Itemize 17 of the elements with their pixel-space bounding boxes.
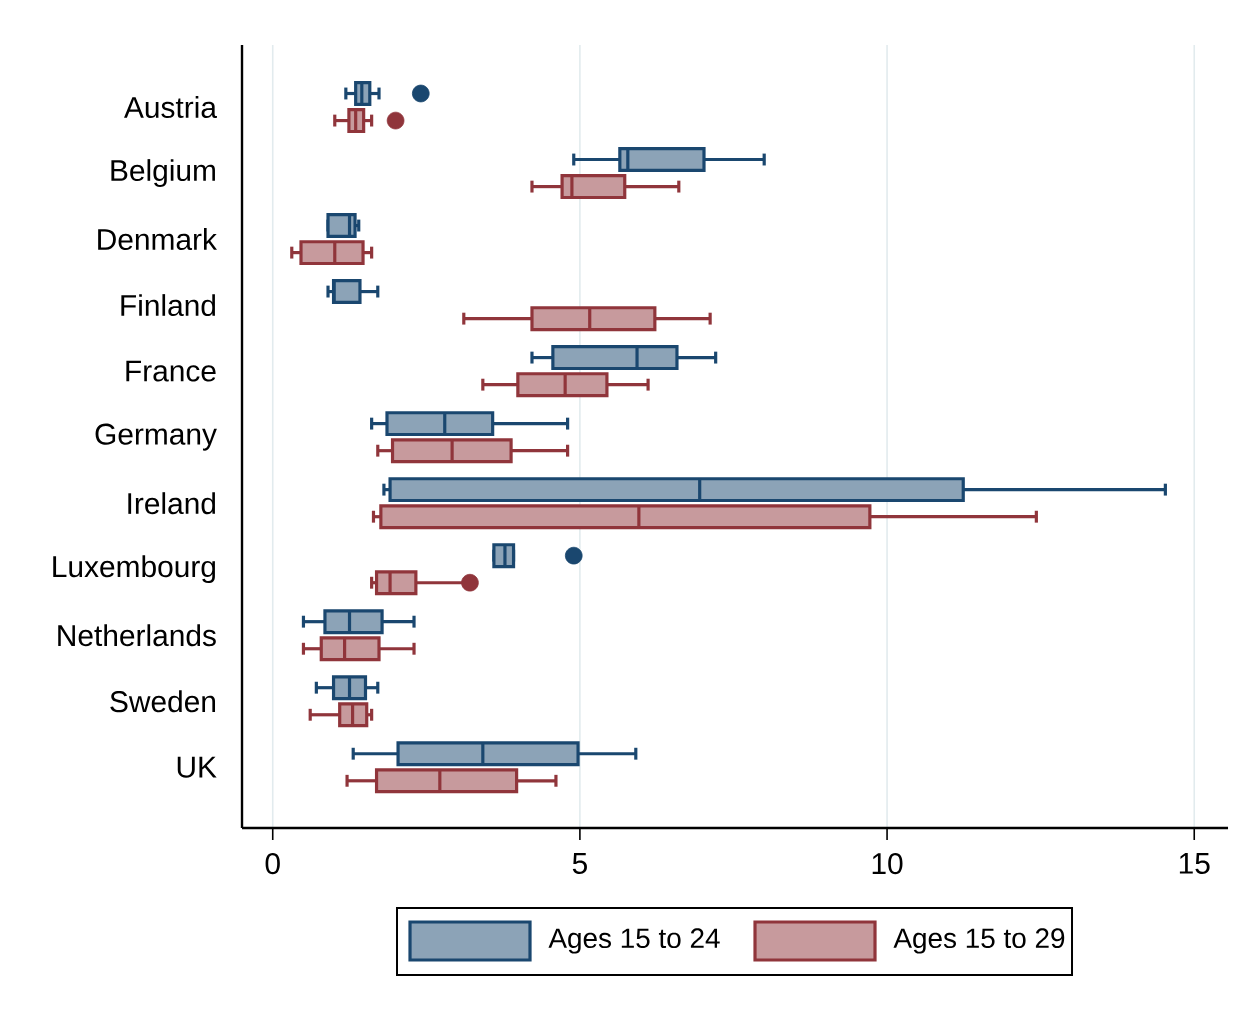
y-tick-label: Ireland [128, 492, 216, 515]
legend-label: Ages 15 to 24 [548, 928, 720, 954]
y-tick-label: Sweden [110, 690, 216, 713]
y-tick-label: Austria [124, 96, 217, 118]
x-tick-label: 5 [572, 853, 587, 874]
y-tick-label: Germany [95, 423, 217, 451]
y-tick-label: UK [177, 756, 217, 778]
y-tick-label: Denmark [98, 228, 217, 251]
legend-label: Ages 15 to 29 [893, 928, 1065, 954]
y-tick-label: Netherlands [58, 624, 216, 647]
y-tick-label: France [126, 360, 216, 382]
y-tick-label: Finland [121, 294, 216, 317]
x-tick-label: 15 [1179, 853, 1210, 874]
x-tick-label: 0 [265, 853, 280, 875]
y-tick-label: Belgium [111, 159, 215, 187]
y-tick-label: Luxembourg [53, 555, 216, 584]
x-tick-label: 10 [872, 853, 903, 875]
